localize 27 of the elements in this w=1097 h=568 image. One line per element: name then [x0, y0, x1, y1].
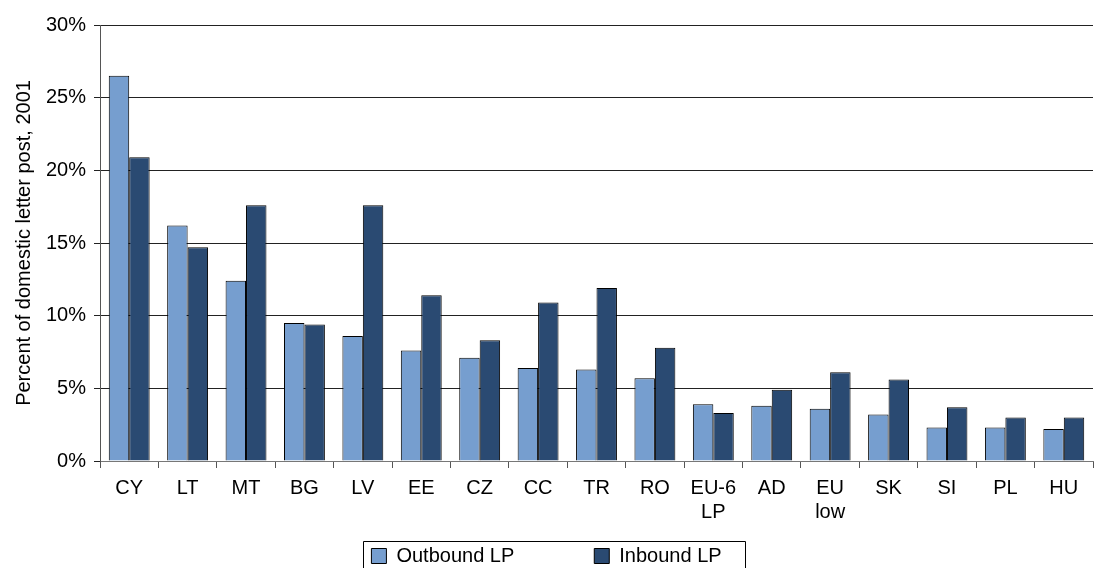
y-tick-label: 10% [45, 303, 87, 326]
x-tick-label: PL [993, 475, 1018, 498]
y-tick-label: 0% [57, 448, 87, 471]
y-tick-label: 20% [45, 157, 87, 180]
y-axis-title: Percent of domestic letter post, 2001 [11, 80, 34, 406]
x-tick-label: SI [937, 475, 957, 498]
x-tick-label: BG [289, 475, 319, 498]
y-tick-label: 30% [45, 12, 87, 35]
x-tick-label: EU low [815, 475, 846, 522]
legend-label: Outbound LP [396, 543, 515, 566]
x-tick-label: SK [875, 475, 903, 498]
y-tick-label: 5% [57, 375, 87, 398]
y-tick-label: 15% [45, 230, 87, 253]
x-tick-label: HU [1049, 475, 1079, 498]
x-tick-label: MT [231, 475, 261, 498]
y-tick-label: 25% [45, 85, 87, 108]
x-tick-label: CY [115, 475, 144, 498]
x-tick-label: TR [583, 475, 610, 498]
x-tick-label: EE [407, 475, 435, 498]
x-tick-label: RO [639, 475, 670, 498]
x-tick-label: LT [176, 475, 199, 498]
x-tick-label: LV [351, 475, 375, 498]
x-tick-label: EU-6 LP [690, 475, 737, 522]
x-tick-label: AD [757, 475, 786, 498]
x-tick-label: CC [523, 475, 553, 498]
x-tick-label: CZ [466, 475, 494, 498]
legend-label: Inbound LP [619, 543, 722, 566]
